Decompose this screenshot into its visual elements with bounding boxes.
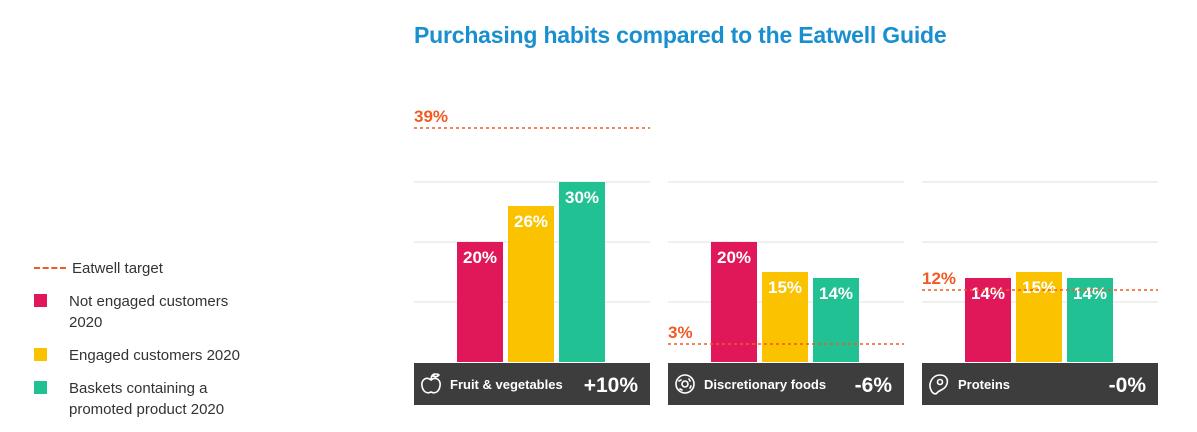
bar-baskets-containing-a-promoted-product-2020	[813, 278, 859, 362]
legend-item-promoted-baskets: Baskets containing a promoted product 20…	[34, 378, 334, 420]
bar-value-label: 14%	[971, 284, 1005, 303]
bar-not-engaged-customers-2020	[711, 242, 757, 362]
legend-label: Eatwell target	[72, 260, 163, 277]
chart-panel-2: 14% 15% 14% 12% Proteins -0%	[922, 181, 1158, 405]
donut-icon	[675, 374, 695, 394]
legend-label: Not engaged customers 2020	[69, 293, 229, 331]
difference-label: +10%	[584, 374, 639, 397]
chart-panel-0: 20% 26% 30% 39% Fruit & vegetables +10%	[414, 107, 650, 405]
category-footer	[668, 363, 904, 405]
steak-icon	[929, 374, 949, 395]
legend-label: Engaged customers 2020	[69, 347, 240, 364]
bar-value-label: 26%	[514, 212, 548, 231]
legend-item-engaged: Engaged customers 2020	[34, 345, 334, 366]
legend-swatch-promoted-baskets	[34, 381, 47, 394]
target-value-label: 3%	[668, 323, 693, 342]
bar-engaged-customers-2020	[762, 272, 808, 362]
legend-swatch-engaged	[34, 348, 47, 361]
bar-value-label: 30%	[565, 188, 599, 207]
bar-not-engaged-customers-2020	[457, 242, 503, 362]
bar-value-label: 15%	[1022, 278, 1056, 297]
chart-panel-1: 20% 15% 14% 3% Discretionary foods -6%	[668, 181, 904, 405]
legend-item-target: Eatwell target	[34, 258, 334, 279]
donut-outer	[675, 374, 695, 394]
category-label: Fruit & vegetables	[450, 377, 563, 392]
difference-label: -6%	[855, 374, 893, 397]
legend-dashed-swatch	[34, 267, 66, 269]
apple-icon	[421, 373, 441, 394]
bar-value-label: 20%	[717, 248, 751, 267]
target-value-label: 39%	[414, 107, 448, 126]
category-footer	[414, 363, 650, 405]
bar-value-label: 14%	[1073, 284, 1107, 303]
bar-engaged-customers-2020	[1016, 272, 1062, 362]
bar-value-label: 15%	[768, 278, 802, 297]
bar-value-label: 20%	[463, 248, 497, 267]
donut-sprinkles	[678, 378, 692, 391]
category-label: Discretionary foods	[704, 377, 826, 392]
bar-value-label: 14%	[819, 284, 853, 303]
legend-item-not-engaged: Not engaged customers 2020	[34, 291, 334, 333]
bar-baskets-containing-a-promoted-product-2020	[1067, 278, 1113, 362]
apple-leaf	[432, 373, 440, 378]
chart-title: Purchasing habits compared to the Eatwel…	[414, 22, 947, 48]
target-value-label: 12%	[922, 269, 956, 288]
bar-baskets-containing-a-promoted-product-2020	[559, 182, 605, 362]
steak-bone	[936, 378, 944, 386]
apple-body	[421, 377, 441, 394]
legend-swatch-not-engaged	[34, 294, 47, 307]
legend-label: Baskets containing a promoted product 20…	[69, 380, 225, 418]
category-footer	[922, 363, 1158, 405]
difference-label: -0%	[1109, 374, 1147, 397]
bar-not-engaged-customers-2020	[965, 278, 1011, 362]
category-label: Proteins	[958, 377, 1010, 392]
legend: Eatwell target Not engaged customers 202…	[34, 258, 334, 432]
donut-hole	[681, 380, 689, 388]
bar-engaged-customers-2020	[508, 206, 554, 362]
steak-outline	[929, 374, 949, 395]
